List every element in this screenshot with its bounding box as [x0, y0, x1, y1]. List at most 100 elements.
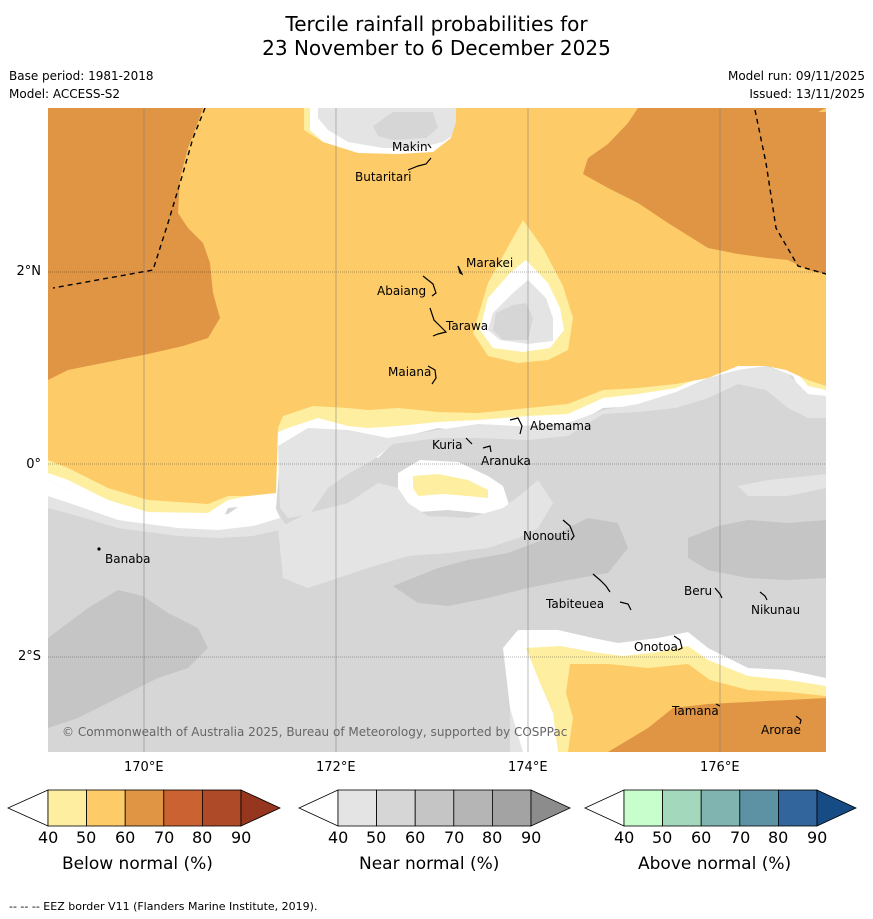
map-panel: Makin Butaritari Marakei Abaiang Tarawa …	[48, 108, 826, 752]
island-beru	[714, 587, 723, 599]
below-low-arrow	[7, 789, 49, 827]
below-tick-60: 60	[115, 828, 136, 847]
label-nikunau: Nikunau	[751, 603, 800, 617]
near-bin-70-80	[453, 789, 493, 827]
colorbars	[7, 789, 857, 827]
island-butaritari	[407, 157, 432, 171]
above-tick-40: 40	[614, 828, 635, 847]
island-marakei	[457, 265, 464, 276]
eez-borders	[52, 108, 826, 289]
near-bin-80-90	[491, 789, 532, 827]
grid-verticals	[143, 108, 721, 752]
below-bin-80-90	[201, 789, 242, 827]
near-tick-80: 80	[482, 828, 503, 847]
colorbar-near	[298, 789, 571, 827]
below-tick-50: 50	[76, 828, 97, 847]
near-tick-60: 60	[405, 828, 426, 847]
above-normal-label: Above normal (%)	[638, 854, 792, 874]
islands	[97, 143, 802, 725]
island-nikunau	[759, 591, 768, 601]
below-high-arrow	[240, 789, 281, 827]
label-tarawa: Tarawa	[445, 319, 488, 333]
near-normal-label: Near normal (%)	[359, 854, 500, 874]
below-tick-40: 40	[38, 828, 59, 847]
below-tick-70: 70	[154, 828, 175, 847]
eez-border-east	[754, 109, 826, 275]
near-bin-40-50	[337, 789, 377, 827]
above-bin-40-50	[623, 789, 663, 827]
title-line-2: 23 November to 6 December 2025	[262, 36, 611, 60]
below-normal-label: Below normal (%)	[62, 854, 213, 874]
south-light-grey	[510, 708, 523, 752]
title-line-1: Tercile rainfall probabilities for	[285, 12, 588, 36]
island-kuria	[465, 437, 473, 445]
island-maiana	[427, 365, 437, 385]
near-low-arrow	[298, 789, 339, 827]
label-arorae: Arorae	[761, 723, 801, 737]
near-high-arrow	[530, 789, 571, 827]
meta-right: Model run: 09/11/2025 Issued: 13/11/2025	[728, 67, 865, 103]
grey-60-70-center	[393, 518, 628, 606]
eez-border-west	[52, 108, 206, 289]
gridlines	[48, 271, 826, 658]
base-period: Base period: 1981-2018	[9, 69, 154, 83]
below-bin-70-80	[163, 789, 203, 827]
island-tabiteuea-south	[619, 601, 632, 611]
island-makin	[427, 143, 432, 149]
label-onotoa: Onotoa	[634, 640, 678, 654]
light-grey-east	[738, 474, 826, 496]
island-tabiteuea-north	[592, 573, 611, 593]
label-abaiang: Abaiang	[377, 284, 426, 298]
orange-60-70-ne	[583, 108, 826, 274]
light-grey-belt	[278, 366, 826, 518]
lat-label-2s: 2°S	[17, 649, 41, 664]
center-yellow-core	[413, 474, 488, 498]
grey-60-70-east	[688, 520, 826, 580]
label-butaritari: Butaritari	[355, 170, 412, 184]
light-grey-center-south	[278, 480, 553, 588]
below-tick-90: 90	[231, 828, 252, 847]
south-orange-60-70	[608, 698, 826, 752]
grey-top-core	[373, 112, 438, 140]
above-low-arrow	[584, 789, 625, 827]
below-tick-80: 80	[192, 828, 213, 847]
near-bin-50-60	[376, 789, 416, 827]
near-tick-40: 40	[328, 828, 349, 847]
island-abaiang	[422, 275, 437, 297]
below-bin-50-60	[86, 789, 126, 827]
island-tamana	[715, 703, 721, 707]
island-nonouti	[562, 519, 575, 541]
copyright-notice: © Commonwealth of Australia 2025, Bureau…	[62, 725, 567, 739]
label-beru: Beru	[684, 584, 712, 598]
label-tabiteuea: Tabiteuea	[545, 597, 604, 611]
above-bin-60-70	[700, 789, 741, 827]
lon-label-170e: 170°E	[124, 760, 164, 775]
colorbar-below	[7, 789, 281, 827]
above-bin-80-90	[778, 789, 818, 827]
yellow-50-60	[48, 108, 826, 504]
lat-label-2n: 2°N	[16, 264, 42, 279]
island-abemama	[509, 417, 523, 435]
issued-date: Issued: 13/11/2025	[749, 87, 865, 101]
near-tick-70: 70	[444, 828, 465, 847]
island-arorae	[795, 715, 802, 725]
below-bin-60-70	[124, 789, 165, 827]
lon-label-174e: 174°E	[508, 760, 548, 775]
above-tick-60: 60	[691, 828, 712, 847]
model-run: Model run: 09/11/2025	[727, 69, 865, 83]
ne-notch	[818, 108, 826, 112]
map-canvas: Makin Butaritari Marakei Abaiang Tarawa …	[48, 108, 826, 752]
label-abemama: Abemama	[530, 419, 591, 433]
label-kuria: Kuria	[432, 438, 463, 452]
above-high-arrow	[816, 789, 857, 827]
lon-label-172e: 172°E	[316, 760, 356, 775]
island-tarawa	[429, 307, 448, 337]
below-bin-40-50	[47, 789, 87, 827]
label-makin: Makin	[392, 140, 428, 154]
near-bin-60-70	[414, 789, 455, 827]
island-onotoa	[673, 635, 683, 651]
west-white	[48, 480, 280, 530]
island-aranuka	[482, 445, 492, 453]
label-nonouti: Nonouti	[523, 529, 570, 543]
map-title: Tercile rainfall probabilities for 23 No…	[0, 12, 873, 60]
